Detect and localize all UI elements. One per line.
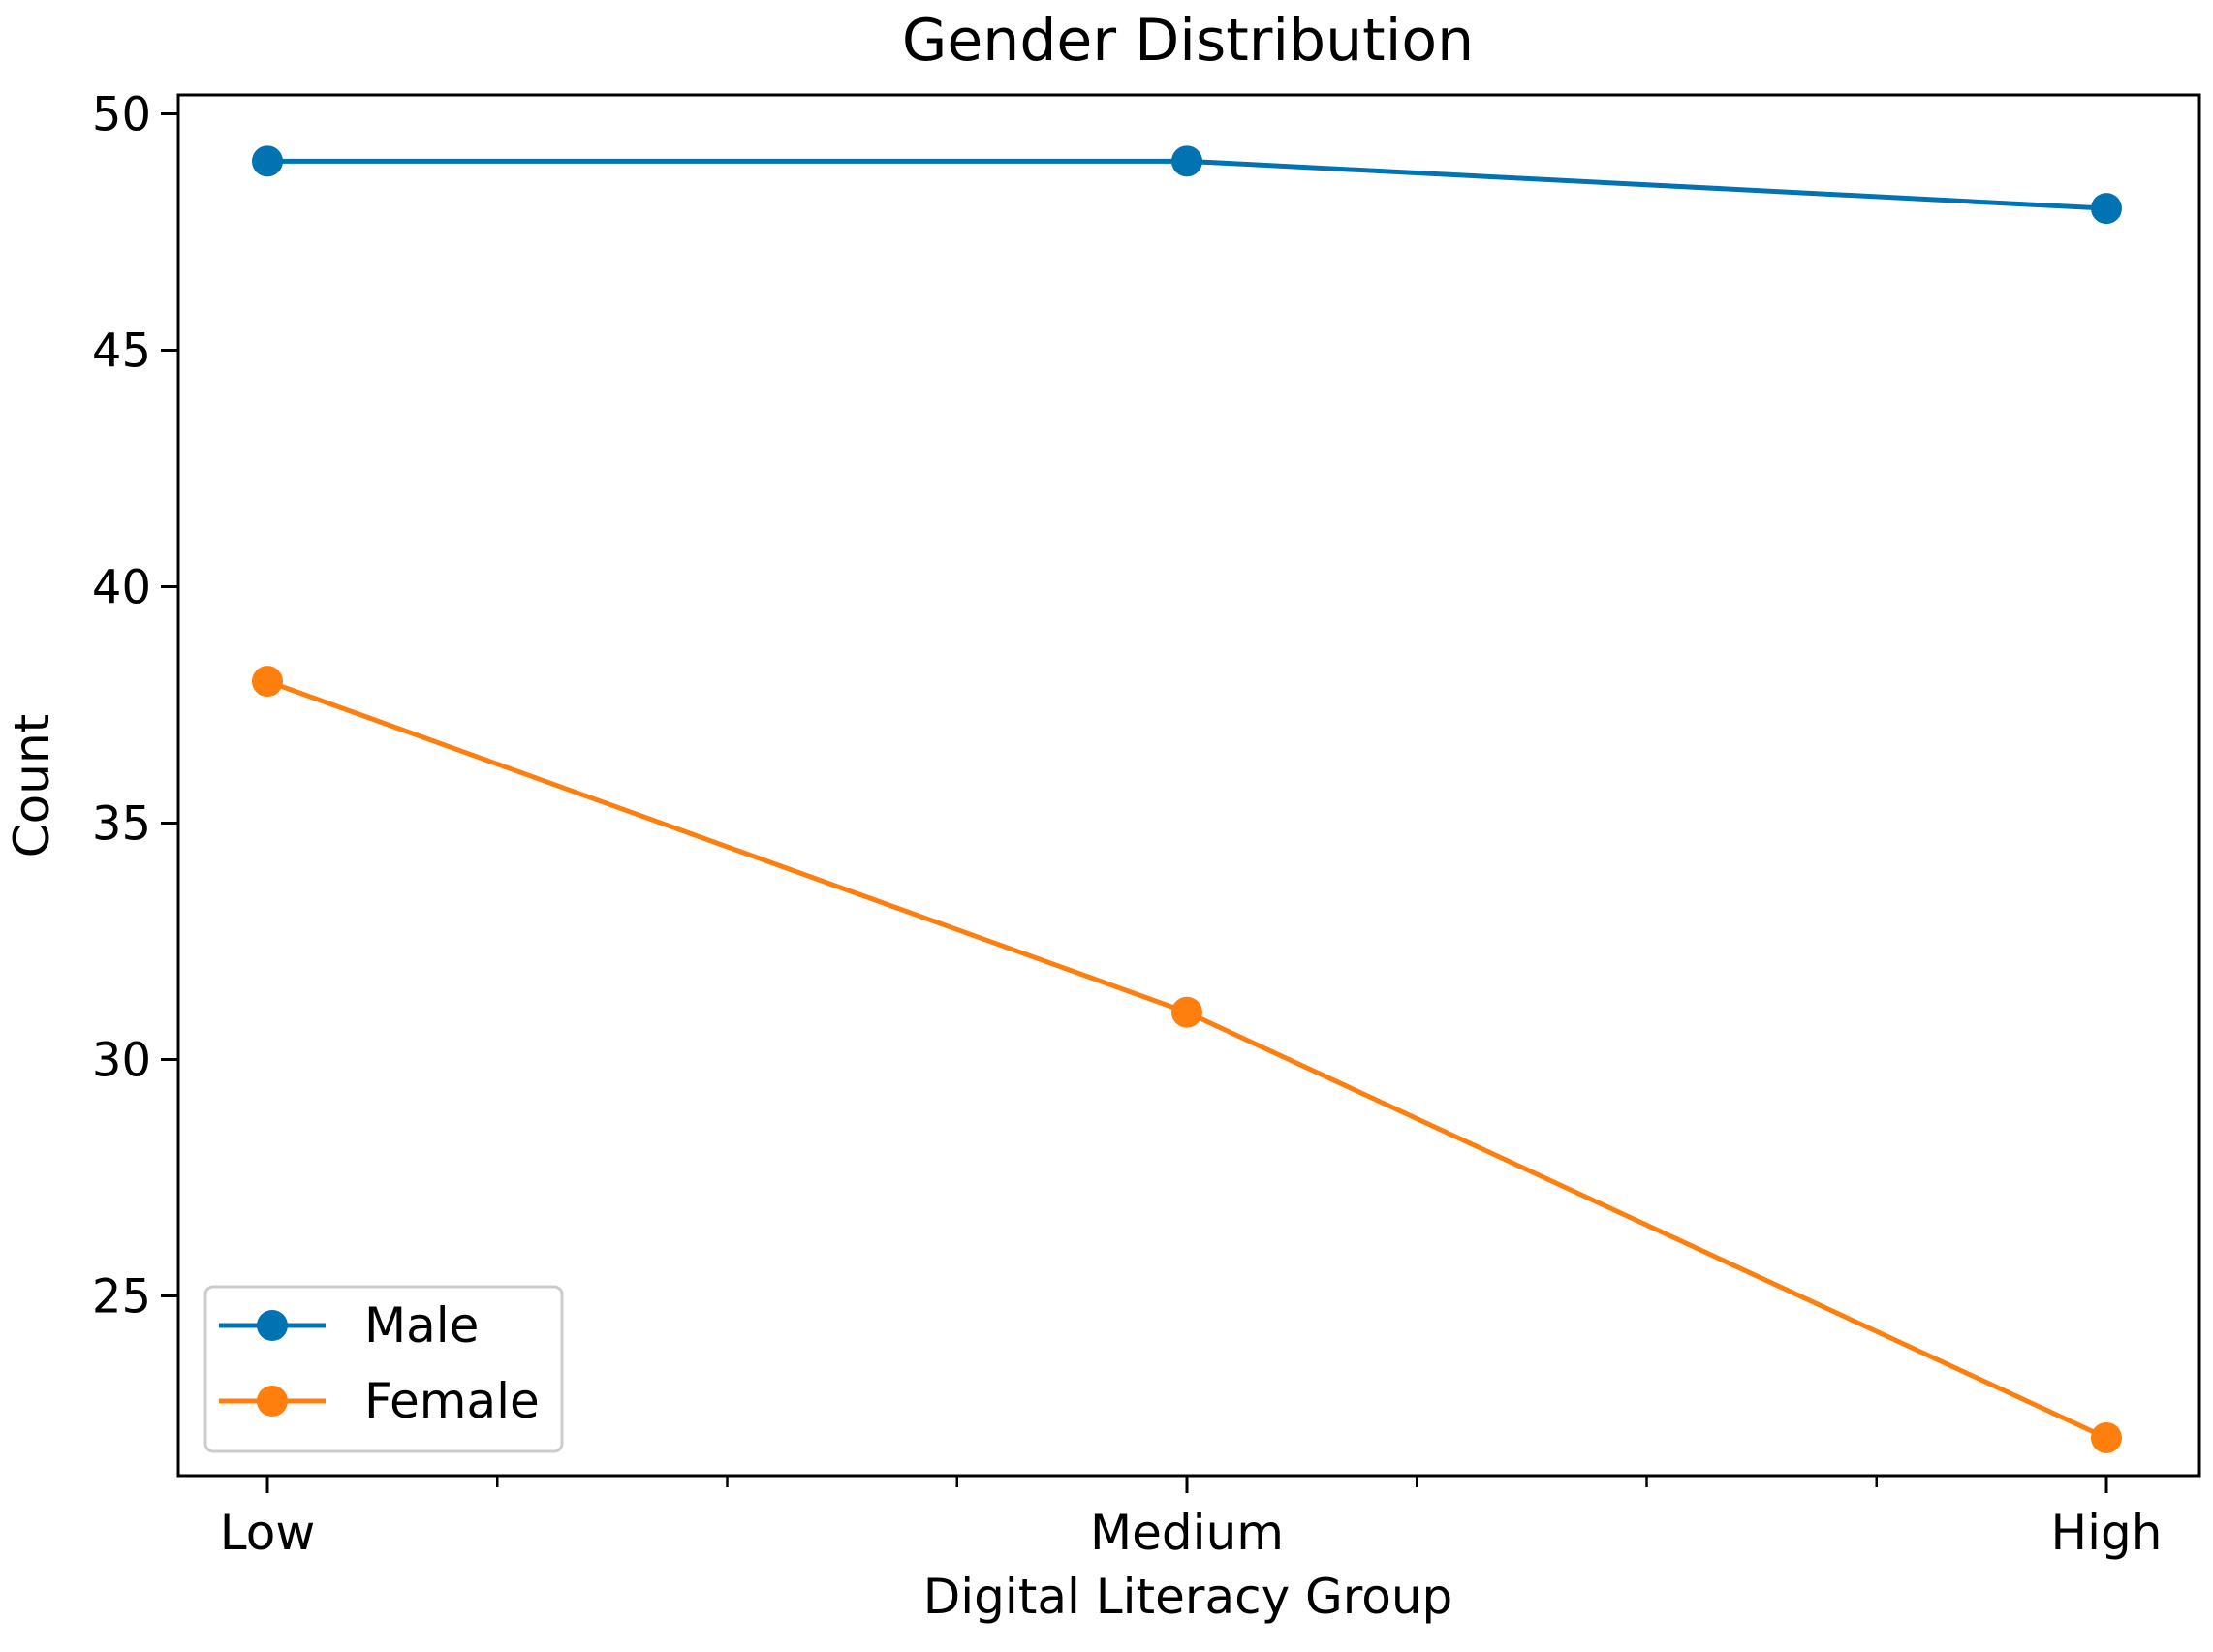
series-female <box>252 666 2122 1453</box>
data-point-female-high <box>2091 1421 2122 1453</box>
x-tick-label: Low <box>220 1505 315 1561</box>
x-tick-label: High <box>2051 1505 2163 1561</box>
y-tick-label: 45 <box>92 325 151 379</box>
y-tick-label: 35 <box>92 797 151 852</box>
legend-swatch-marker <box>257 1386 288 1417</box>
legend-item-male: Male <box>219 1297 479 1354</box>
data-point-male-high <box>2091 193 2122 225</box>
legend-label: Male <box>364 1297 479 1354</box>
y-axis: 25 30 35 40 45 50 <box>92 88 178 1325</box>
y-tick-label: 40 <box>92 561 151 615</box>
data-point-female-medium <box>1171 996 1202 1028</box>
series-layer <box>252 145 2122 1453</box>
legend-label: Female <box>364 1373 540 1429</box>
data-point-male-low <box>252 145 283 177</box>
legend-item-female: Female <box>219 1373 540 1429</box>
data-point-male-medium <box>1171 145 1202 177</box>
y-tick-label: 25 <box>92 1270 151 1325</box>
data-point-female-low <box>252 666 283 698</box>
series-male <box>252 145 2122 225</box>
y-axis-label: Count <box>4 714 60 858</box>
plot-frame <box>176 93 2201 1478</box>
x-tick-label: Medium <box>1090 1505 1284 1561</box>
legend-swatch-marker <box>257 1310 288 1341</box>
legend: Male Female <box>203 1285 564 1453</box>
x-axis: Low Medium High <box>220 1476 2163 1561</box>
y-tick-label: 30 <box>92 1034 151 1088</box>
legend-items: Male Female <box>219 1297 540 1429</box>
x-axis-label: Digital Literacy Group <box>923 1569 1453 1625</box>
chart-title: Gender Distribution <box>902 7 1474 75</box>
y-tick-label: 50 <box>92 88 151 142</box>
